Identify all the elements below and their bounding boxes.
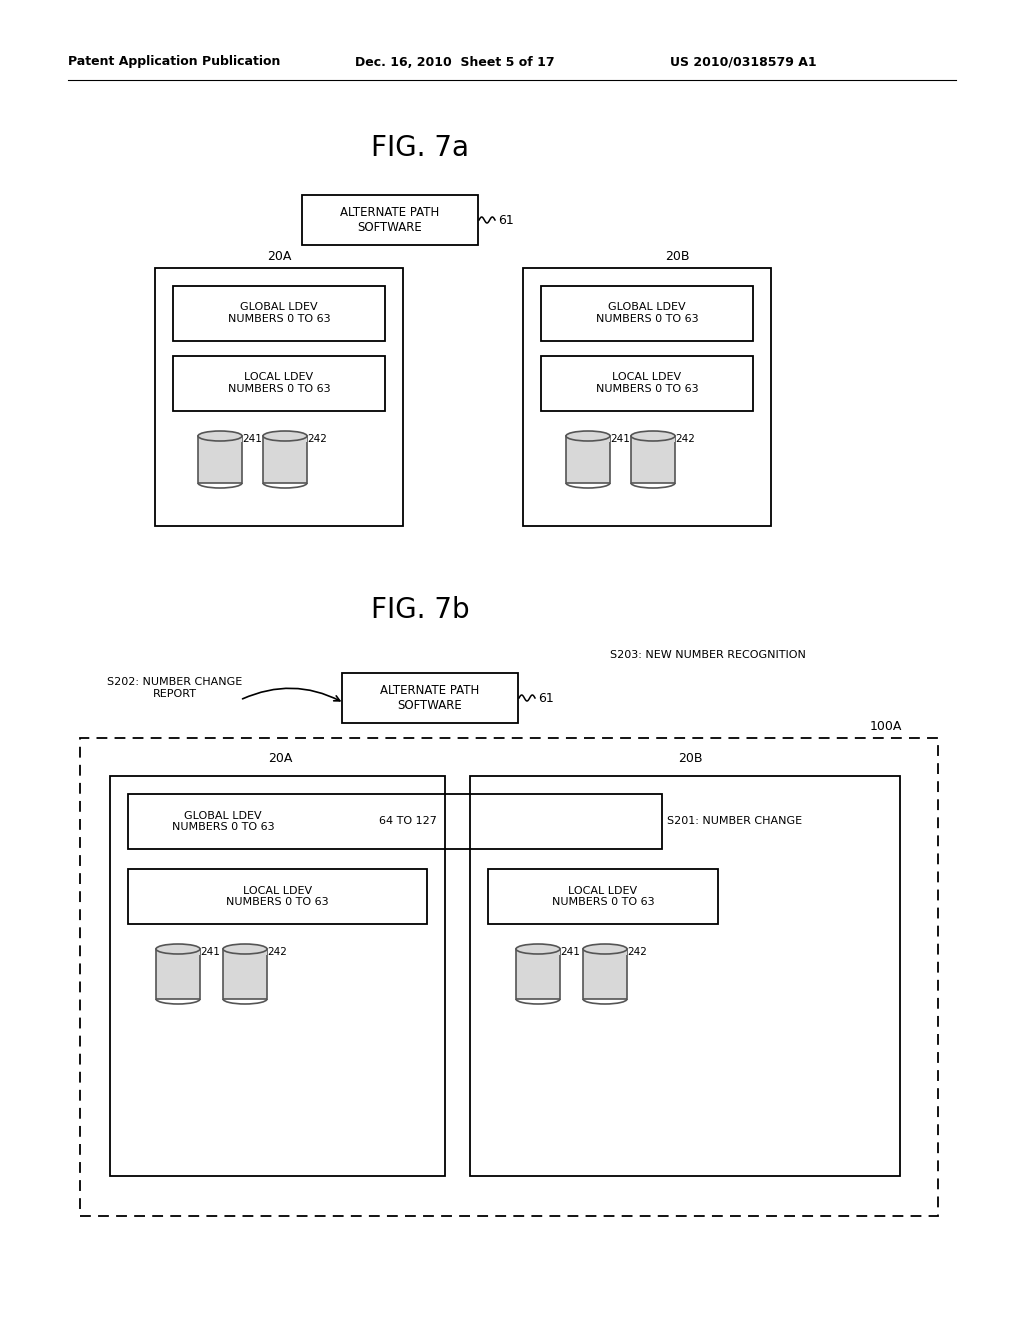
Text: Dec. 16, 2010  Sheet 5 of 17: Dec. 16, 2010 Sheet 5 of 17 <box>355 55 555 69</box>
Text: S201: NUMBER CHANGE: S201: NUMBER CHANGE <box>667 817 802 826</box>
Text: GLOBAL LDEV
NUMBERS 0 TO 63: GLOBAL LDEV NUMBERS 0 TO 63 <box>172 810 274 833</box>
Bar <box>516 949 559 954</box>
Bar <box>263 436 306 442</box>
Text: LOCAL LDEV
NUMBERS 0 TO 63: LOCAL LDEV NUMBERS 0 TO 63 <box>596 372 698 393</box>
Text: GLOBAL LDEV
NUMBERS 0 TO 63: GLOBAL LDEV NUMBERS 0 TO 63 <box>596 302 698 323</box>
Text: FIG. 7a: FIG. 7a <box>371 135 469 162</box>
Text: 100A: 100A <box>870 719 902 733</box>
Text: 241: 241 <box>610 434 630 444</box>
Bar <box>157 949 200 954</box>
Ellipse shape <box>516 944 560 954</box>
Bar <box>632 436 675 442</box>
Bar <box>80 738 938 1216</box>
Bar <box>541 356 753 411</box>
Bar <box>128 869 427 924</box>
Ellipse shape <box>566 432 610 441</box>
Text: 61: 61 <box>538 692 554 705</box>
Bar <box>223 949 267 999</box>
Bar <box>584 949 627 954</box>
Bar <box>263 436 307 483</box>
Bar <box>128 795 662 849</box>
Text: GLOBAL LDEV
NUMBERS 0 TO 63: GLOBAL LDEV NUMBERS 0 TO 63 <box>227 302 331 323</box>
Text: ALTERNATE PATH
SOFTWARE: ALTERNATE PATH SOFTWARE <box>340 206 439 234</box>
Text: 242: 242 <box>675 434 695 444</box>
Text: 242: 242 <box>267 946 287 957</box>
Text: 20A: 20A <box>267 249 291 263</box>
Text: Patent Application Publication: Patent Application Publication <box>68 55 281 69</box>
Bar <box>199 436 242 442</box>
Ellipse shape <box>223 944 267 954</box>
Text: S202: NUMBER CHANGE
REPORT: S202: NUMBER CHANGE REPORT <box>108 677 243 698</box>
Text: 20B: 20B <box>665 249 689 263</box>
Bar <box>566 436 610 483</box>
Bar <box>631 436 675 483</box>
Text: 61: 61 <box>498 214 514 227</box>
Text: 241: 241 <box>200 946 220 957</box>
Bar <box>566 436 609 442</box>
Bar <box>516 949 560 999</box>
Ellipse shape <box>198 432 242 441</box>
Bar <box>156 949 200 999</box>
Text: US 2010/0318579 A1: US 2010/0318579 A1 <box>670 55 816 69</box>
Text: S203: NEW NUMBER RECOGNITION: S203: NEW NUMBER RECOGNITION <box>610 649 806 660</box>
Bar <box>523 268 771 525</box>
Bar <box>302 195 478 246</box>
Text: 64 TO 127: 64 TO 127 <box>379 817 437 826</box>
Bar <box>223 949 266 954</box>
Bar <box>173 356 385 411</box>
Bar <box>342 673 518 723</box>
Text: ALTERNATE PATH
SOFTWARE: ALTERNATE PATH SOFTWARE <box>380 684 479 711</box>
Text: 20B: 20B <box>678 751 702 764</box>
Bar <box>173 286 385 341</box>
Bar <box>583 949 627 999</box>
Bar <box>198 436 242 483</box>
Text: FIG. 7b: FIG. 7b <box>371 597 469 624</box>
Ellipse shape <box>263 432 307 441</box>
Text: 241: 241 <box>242 434 262 444</box>
Text: LOCAL LDEV
NUMBERS 0 TO 63: LOCAL LDEV NUMBERS 0 TO 63 <box>226 886 329 907</box>
Bar <box>155 268 403 525</box>
Text: 242: 242 <box>627 946 647 957</box>
Bar <box>541 286 753 341</box>
Ellipse shape <box>156 944 200 954</box>
Ellipse shape <box>631 432 675 441</box>
Bar <box>488 869 718 924</box>
Bar <box>470 776 900 1176</box>
Text: 20A: 20A <box>268 751 292 764</box>
Text: 242: 242 <box>307 434 327 444</box>
Text: LOCAL LDEV
NUMBERS 0 TO 63: LOCAL LDEV NUMBERS 0 TO 63 <box>227 372 331 393</box>
Bar <box>110 776 445 1176</box>
Text: LOCAL LDEV
NUMBERS 0 TO 63: LOCAL LDEV NUMBERS 0 TO 63 <box>552 886 654 907</box>
Ellipse shape <box>583 944 627 954</box>
Text: 241: 241 <box>560 946 580 957</box>
